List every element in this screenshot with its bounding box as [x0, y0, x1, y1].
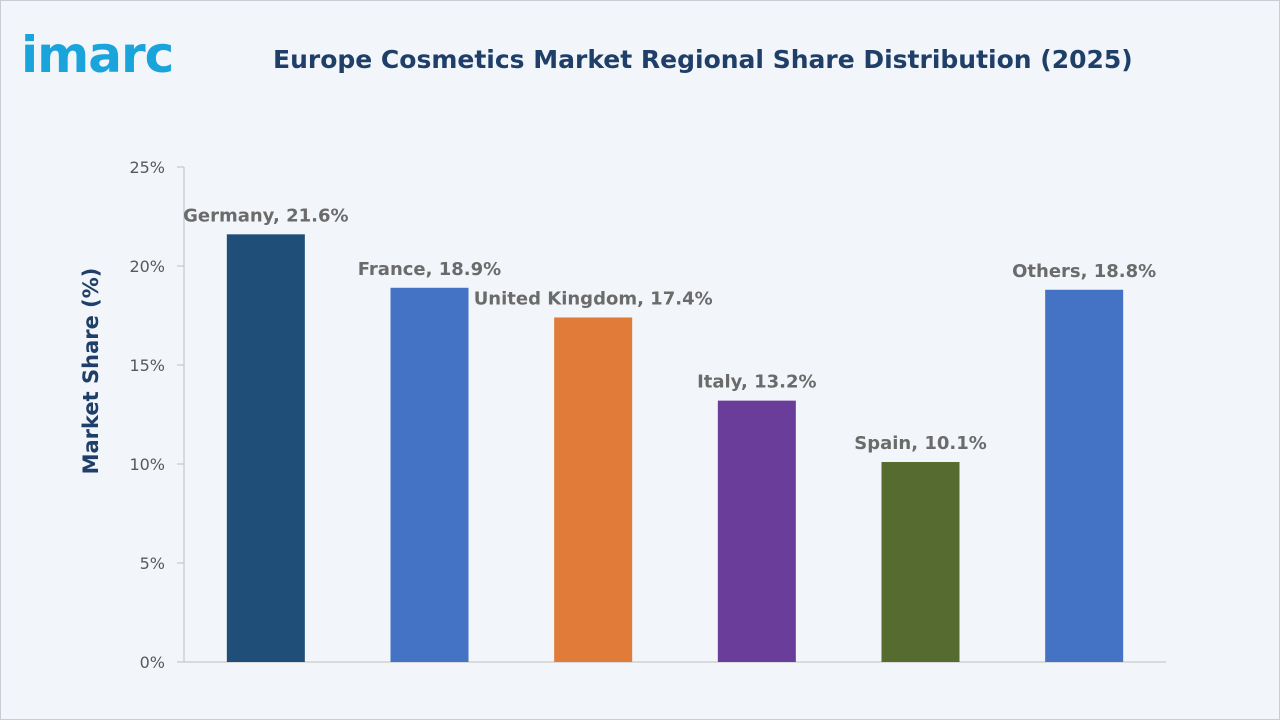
imarc-logo: imarc [21, 25, 206, 85]
bar-france [390, 287, 469, 662]
data-label: Spain, 10.1% [854, 433, 987, 454]
y-tick-label: 5% [140, 554, 165, 573]
y-axis-title: Market Share (%) [79, 268, 103, 475]
data-label: Germany, 21.6% [183, 205, 348, 226]
logo-text: imarc [21, 26, 174, 84]
bar-germany [226, 234, 305, 662]
data-label: France, 18.9% [358, 259, 501, 280]
y-tick-label: 25% [129, 158, 165, 177]
bar-others [1045, 289, 1124, 662]
data-label: Italy, 13.2% [697, 372, 817, 393]
data-label: United Kingdom, 17.4% [474, 288, 713, 309]
bar-italy [717, 400, 796, 662]
y-tick-label: 0% [140, 653, 165, 672]
bar-spain [881, 462, 960, 662]
y-tick-label: 20% [129, 257, 165, 276]
bar-united-kingdom [554, 317, 633, 662]
data-label: Others, 18.8% [1012, 261, 1156, 282]
data-labels: Germany, 21.6% France, 18.9% United Kingdo… [183, 205, 1156, 454]
y-axis: 0% 5% 10% 15% 20% 25% [129, 158, 1166, 672]
chart-title: Europe Cosmetics Market Regional Share D… [273, 45, 1133, 74]
y-tick-label: 10% [129, 455, 165, 474]
bars [226, 234, 1124, 662]
y-tick-label: 15% [129, 356, 165, 375]
